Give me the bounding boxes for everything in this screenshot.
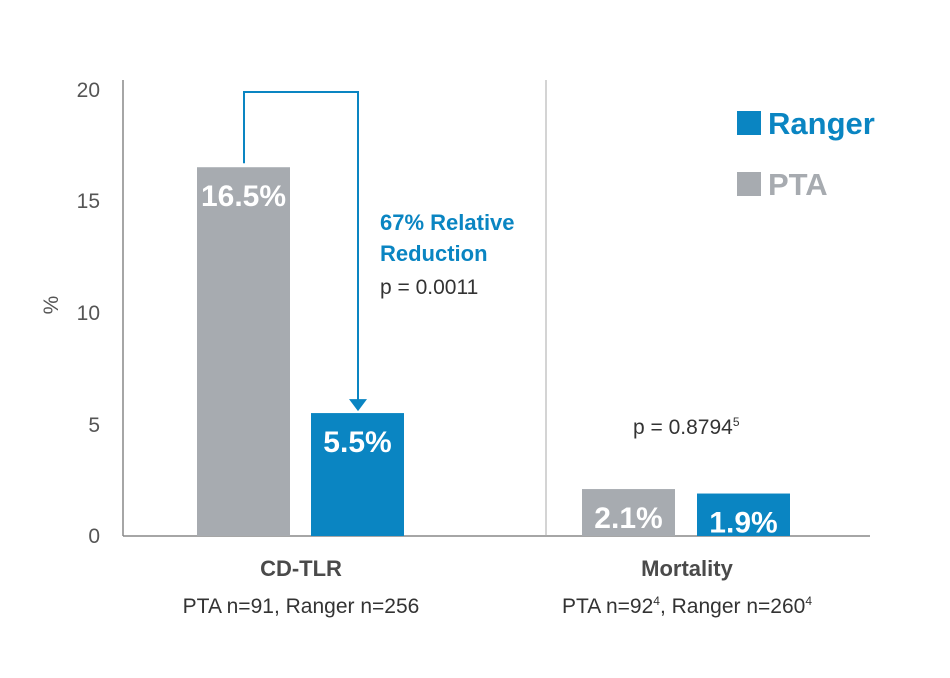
bar-value-label: 5.5% (323, 426, 391, 459)
y-tick-label: 20 (77, 79, 100, 102)
legend-label-pta: PTA (768, 167, 828, 202)
bar-value-label: 1.9% (709, 507, 777, 540)
bar-value-label: 2.1% (594, 502, 662, 535)
y-tick-label: 0 (88, 525, 100, 548)
y-axis-label: % (40, 296, 63, 315)
y-tick-label: 5 (88, 414, 100, 437)
relative-reduction-label: 67% Relative (380, 210, 515, 235)
arrowhead-icon (349, 399, 367, 412)
y-tick-label: 10 (77, 302, 100, 325)
bar-mortality-ranger (697, 493, 790, 536)
reduction-arrow (243, 91, 359, 402)
bar-cd-tlr-pta (197, 167, 290, 536)
category-sample-sizes: PTA n=924, Ranger n=2604 (562, 594, 812, 618)
relative-reduction-label-line2: Reduction (380, 241, 488, 266)
bar-cd-tlr-ranger (311, 413, 404, 536)
mortality-p-value: p = 0.87945 (633, 415, 740, 439)
bar-mortality-pta (582, 489, 675, 536)
legend-label-ranger: Ranger (768, 106, 875, 141)
legend-swatch-pta (737, 172, 761, 196)
bar-value-label: 16.5% (201, 180, 286, 213)
category-sample-sizes: PTA n=91, Ranger n=256 (183, 595, 420, 618)
category-label: CD-TLR (260, 556, 342, 581)
legend-swatch-ranger (737, 111, 761, 135)
cd-tlr-p-value: p = 0.0011 (380, 276, 478, 299)
category-label: Mortality (641, 556, 733, 581)
y-tick-label: 15 (77, 190, 100, 213)
